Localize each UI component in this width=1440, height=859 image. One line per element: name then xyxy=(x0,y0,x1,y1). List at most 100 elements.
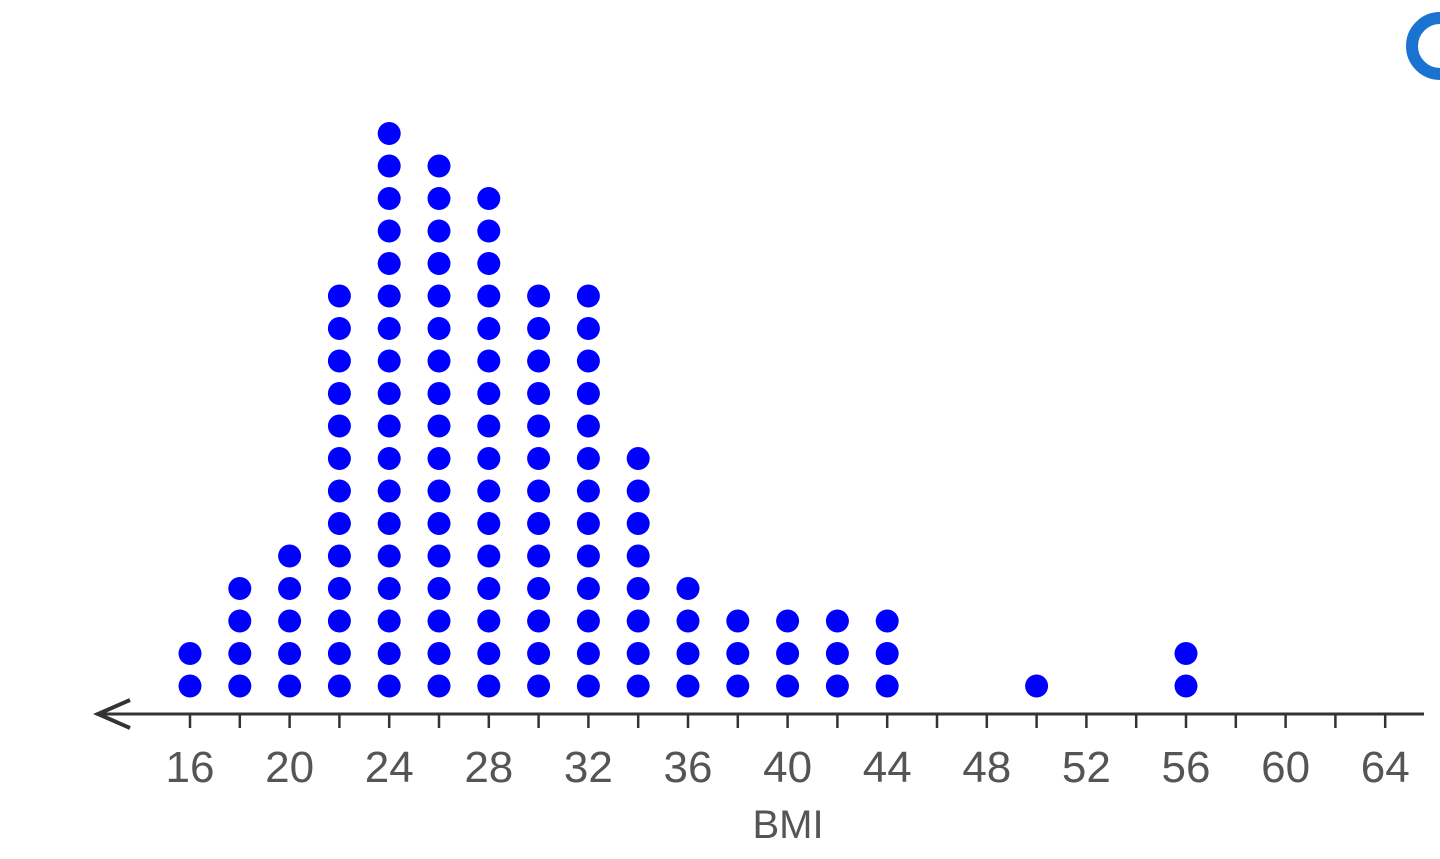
dot-point xyxy=(377,382,401,405)
dot-point xyxy=(1174,642,1198,665)
dot-point xyxy=(676,577,700,600)
dot-point xyxy=(477,447,501,470)
dot-point xyxy=(377,642,401,665)
dot-point xyxy=(875,674,899,698)
dot-point xyxy=(626,544,650,568)
dot-point xyxy=(477,349,501,373)
dot-point xyxy=(327,544,351,568)
dot-point xyxy=(527,609,551,633)
dot-point xyxy=(676,609,700,633)
dot-point xyxy=(776,609,800,633)
x-axis-tick-label: 44 xyxy=(863,743,912,792)
x-axis-tick-label: 56 xyxy=(1162,743,1211,792)
dot-point xyxy=(576,577,600,600)
dot-point xyxy=(427,479,451,503)
dot-point xyxy=(327,284,351,308)
dot-point xyxy=(427,317,451,340)
dot-point xyxy=(477,187,501,210)
dot-point xyxy=(576,414,600,438)
dot-point xyxy=(377,609,401,633)
dot-point xyxy=(327,479,351,503)
dot-point xyxy=(327,317,351,340)
dot-point xyxy=(327,577,351,600)
dot-point xyxy=(427,544,451,568)
dot-point xyxy=(776,642,800,665)
dot-point xyxy=(825,674,849,698)
dot-point xyxy=(427,349,451,373)
dot-point xyxy=(576,479,600,503)
dot-point xyxy=(377,349,401,373)
dot-point xyxy=(327,609,351,633)
x-axis-tick-label: 48 xyxy=(962,743,1011,792)
dot-point xyxy=(278,577,302,600)
dot-point xyxy=(377,187,401,210)
x-axis-tick-label: 16 xyxy=(166,743,215,792)
dot-point xyxy=(576,382,600,405)
dot-point xyxy=(427,154,451,178)
dot-point xyxy=(527,512,551,535)
dot-point xyxy=(327,674,351,698)
dot-point xyxy=(726,674,750,698)
dot-point xyxy=(676,642,700,665)
dot-point xyxy=(477,479,501,503)
dot-point xyxy=(477,674,501,698)
dot-point xyxy=(676,674,700,698)
dot-point xyxy=(178,674,202,698)
dot-point xyxy=(427,447,451,470)
dot-point xyxy=(377,414,401,438)
dot-point xyxy=(477,414,501,438)
dot-point xyxy=(427,414,451,438)
x-axis-ticks xyxy=(188,714,1387,728)
dot-point xyxy=(576,317,600,340)
x-axis-tick-label: 24 xyxy=(365,743,414,792)
dot-point xyxy=(626,479,650,503)
x-axis-tick-label: 64 xyxy=(1361,743,1410,792)
dot-point xyxy=(228,642,252,665)
dot-point xyxy=(527,544,551,568)
x-axis-tick-labels: 16 20 24 28 32 36 40 44 48 52 56 60 64 xyxy=(166,743,1410,792)
dot-point xyxy=(228,609,252,633)
dot-point xyxy=(825,609,849,633)
dot-point xyxy=(278,674,302,698)
dot-point xyxy=(427,187,451,210)
dot-point xyxy=(527,284,551,308)
dot-point xyxy=(178,642,202,665)
dot-point xyxy=(377,252,401,275)
dot-point xyxy=(477,544,501,568)
dot-point xyxy=(377,317,401,340)
dot-point xyxy=(626,674,650,698)
dot-point xyxy=(377,674,401,698)
x-axis-tick-label: 32 xyxy=(564,743,613,792)
partial-circle-icon[interactable] xyxy=(1398,8,1440,84)
dot-point xyxy=(477,642,501,665)
dot-point xyxy=(477,317,501,340)
dot-point xyxy=(278,642,302,665)
dot-point xyxy=(726,609,750,633)
dot-point xyxy=(427,252,451,275)
left-arrow-icon xyxy=(93,698,131,730)
dot-point xyxy=(576,284,600,308)
dot-point xyxy=(427,512,451,535)
dot-point xyxy=(377,577,401,600)
dot-point xyxy=(1025,674,1049,698)
dot-point xyxy=(427,284,451,308)
x-axis-tick-label: 20 xyxy=(265,743,314,792)
dot-point xyxy=(477,284,501,308)
dot-point xyxy=(527,642,551,665)
dot-point xyxy=(576,349,600,373)
x-axis-tick-label: 52 xyxy=(1062,743,1111,792)
dot-point xyxy=(377,544,401,568)
dot-point xyxy=(278,544,302,568)
dot-point xyxy=(776,674,800,698)
dot-point xyxy=(527,349,551,373)
dot-point xyxy=(527,447,551,470)
dot-point xyxy=(527,382,551,405)
dot-point xyxy=(626,577,650,600)
dot-point xyxy=(477,512,501,535)
dot-point xyxy=(427,577,451,600)
dot-point xyxy=(527,479,551,503)
dot-point xyxy=(626,642,650,665)
x-axis: 16 20 24 28 32 36 40 44 48 52 56 60 64 xyxy=(93,698,1424,792)
dot-point xyxy=(875,642,899,665)
